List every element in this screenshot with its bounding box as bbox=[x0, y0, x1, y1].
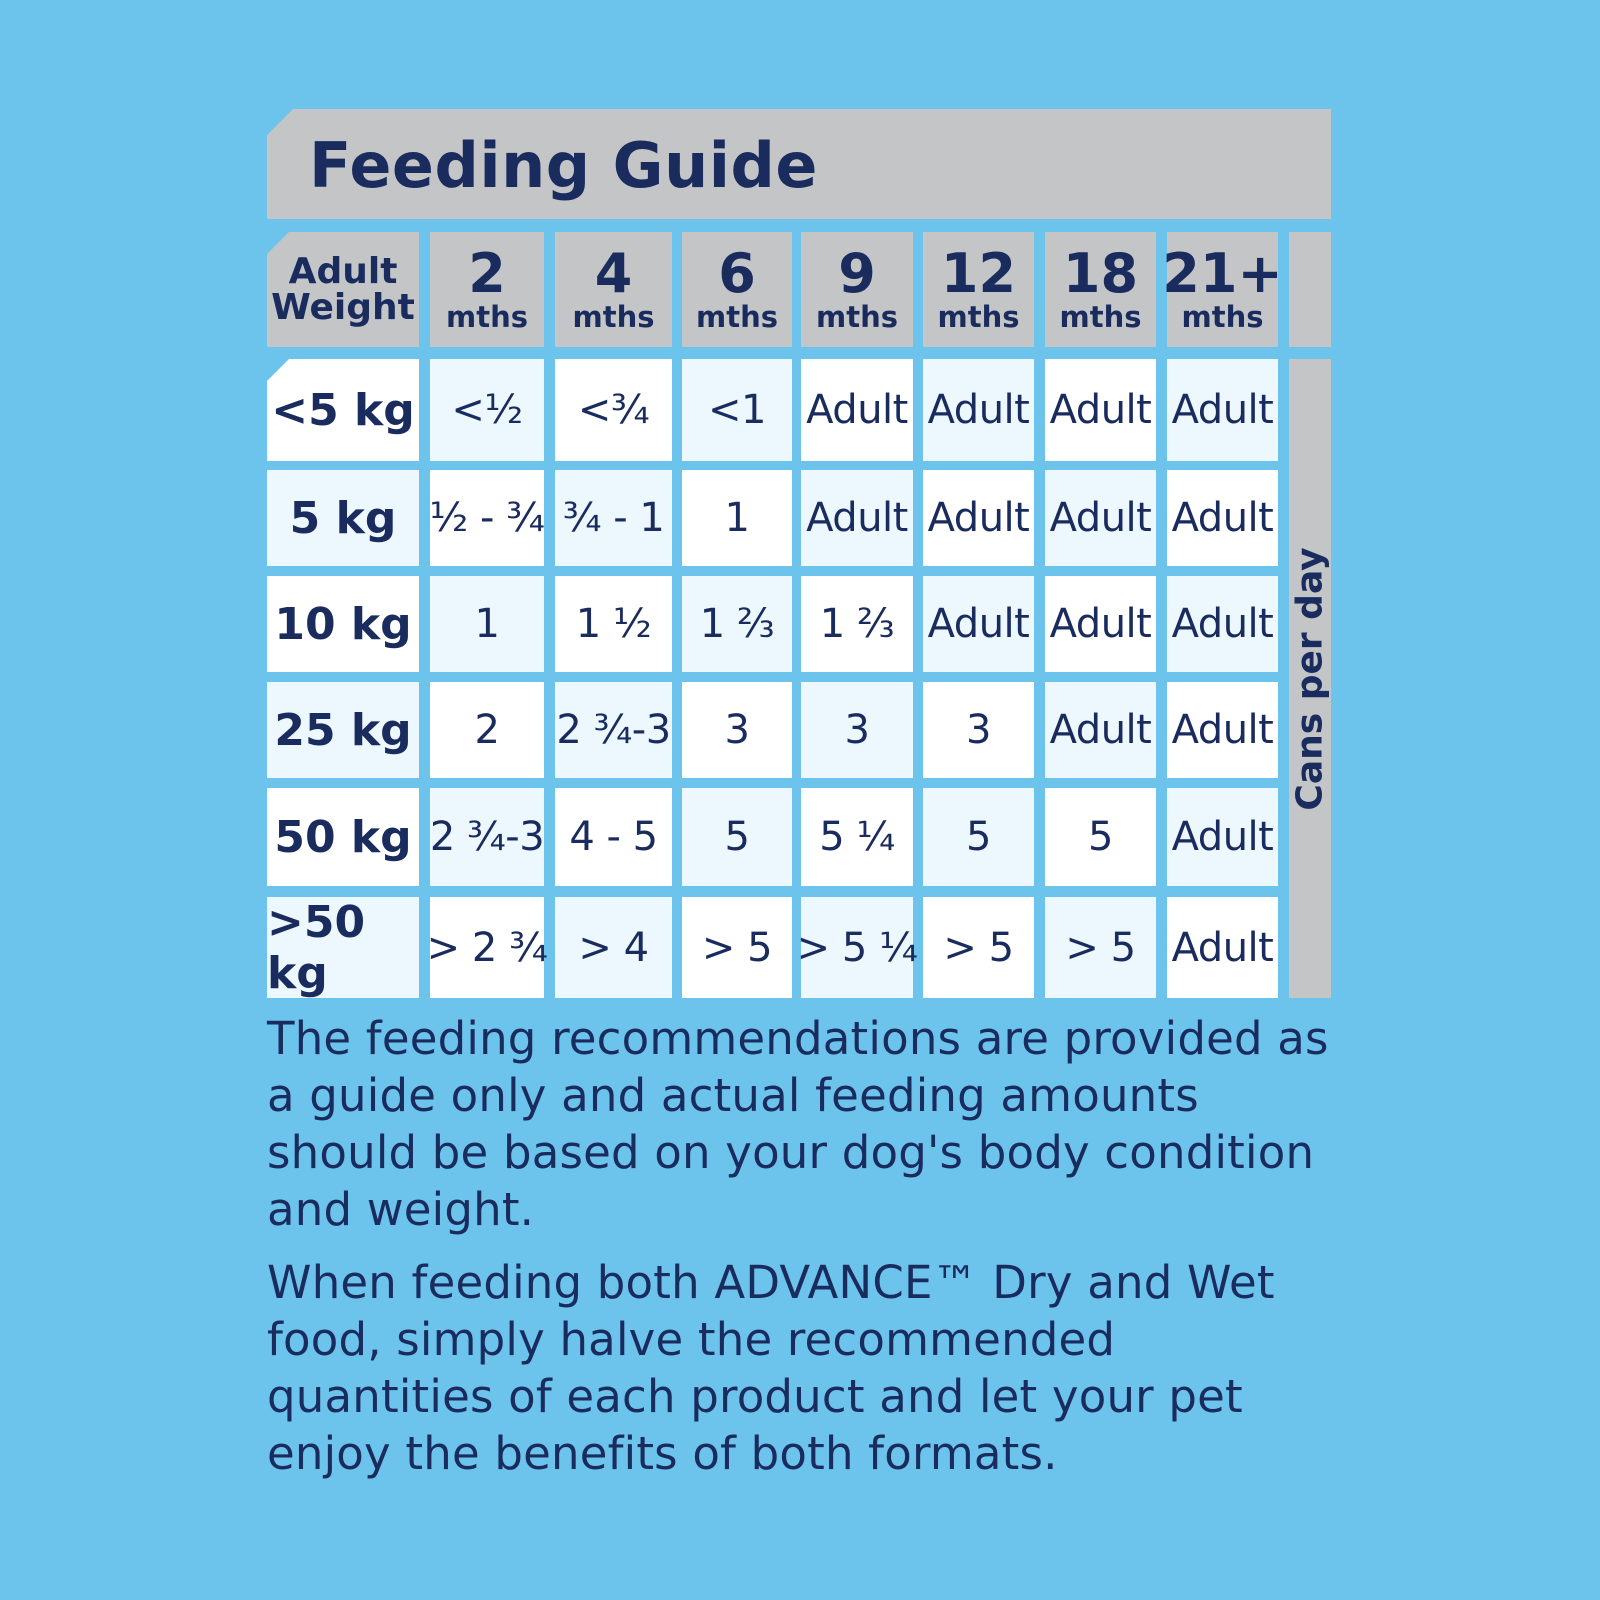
age-number: 12 bbox=[940, 241, 1017, 305]
note-paragraph: When feeding both ADVANCE™ Dry and Wet f… bbox=[267, 1256, 1275, 1480]
weight-cell: 25 kg bbox=[267, 682, 419, 778]
feeding-value-cell: 3 bbox=[923, 682, 1034, 778]
feeding-value-cell: Adult bbox=[1167, 682, 1278, 778]
feeding-value-cell: > 5 bbox=[1045, 897, 1156, 998]
age-unit: mths bbox=[937, 299, 1020, 334]
header-age-cell: 6 mths bbox=[682, 232, 792, 347]
feeding-value-cell: Adult bbox=[923, 470, 1034, 566]
feeding-value-cell: > 5 bbox=[923, 897, 1034, 998]
age-number: 6 bbox=[718, 241, 756, 305]
weight-cell: 10 kg bbox=[267, 576, 419, 672]
feeding-value-cell: Adult bbox=[1167, 359, 1278, 461]
age-number: 4 bbox=[594, 241, 633, 305]
feeding-value-cell: 1 ²⁄₃ bbox=[801, 576, 913, 672]
feeding-value-cell: Adult bbox=[801, 359, 913, 461]
cans-per-day-label: Cans per day bbox=[1289, 546, 1331, 811]
feeding-value-cell: 5 bbox=[923, 788, 1034, 886]
note-paragraph: The feeding recommendations are provided… bbox=[267, 1012, 1329, 1236]
header-age-cell: 4 mths bbox=[555, 232, 672, 347]
age-number: 18 bbox=[1062, 241, 1139, 305]
age-number: 9 bbox=[838, 241, 876, 305]
title-bar: Feeding Guide bbox=[267, 109, 1331, 219]
feeding-value-cell: 3 bbox=[682, 682, 792, 778]
feeding-value-cell: 2 ¾-3 bbox=[555, 682, 672, 778]
age-number: 2 bbox=[468, 241, 506, 305]
feeding-value-cell: Adult bbox=[1045, 470, 1156, 566]
weight-cell: 50 kg bbox=[267, 788, 419, 886]
feeding-value-cell: 2 ¾-3 bbox=[430, 788, 545, 886]
feeding-value-cell: Adult bbox=[1045, 682, 1156, 778]
feeding-value-cell: <½ bbox=[430, 359, 544, 461]
feeding-value-cell: > 5 ¼ bbox=[797, 897, 918, 998]
feeding-value-cell: 1 ²⁄₃ bbox=[682, 576, 792, 672]
feeding-value-cell: 5 ¼ bbox=[801, 788, 913, 886]
header-weight-line1: Adult bbox=[288, 250, 398, 292]
feeding-value-cell: Adult bbox=[1167, 576, 1278, 672]
feeding-value-cell: <1 bbox=[682, 359, 792, 461]
feeding-value-cell: 1 bbox=[682, 470, 792, 566]
side-column: Cans per day bbox=[1289, 359, 1331, 998]
feeding-value-cell: 2 bbox=[430, 682, 544, 778]
feeding-value-cell: ½ - ¾ bbox=[430, 470, 545, 566]
age-unit: mths bbox=[696, 299, 778, 334]
feeding-value-cell: Adult bbox=[923, 359, 1034, 461]
weight-cell: 5 kg bbox=[267, 470, 419, 566]
feeding-value-cell: Adult bbox=[1167, 470, 1278, 566]
age-unit: mths bbox=[1181, 299, 1264, 334]
header-age-cell: 21+ mths bbox=[1162, 232, 1283, 347]
notes: The feeding recommendations are provided… bbox=[267, 1010, 1347, 1498]
feeding-value-cell: Adult bbox=[1045, 576, 1156, 672]
header-age-cell: 2 mths bbox=[430, 232, 544, 347]
feeding-value-cell: > 2 ¾ bbox=[427, 897, 548, 998]
weight-cell: <5 kg bbox=[267, 359, 419, 461]
age-number: 21+ bbox=[1162, 241, 1283, 305]
side-header-blank bbox=[1289, 232, 1331, 347]
header-adult-weight: Adult Weight bbox=[267, 232, 419, 347]
header-age-cell: 18 mths bbox=[1045, 232, 1156, 347]
page-title: Feeding Guide bbox=[309, 129, 818, 202]
feeding-value-cell: Adult bbox=[1167, 788, 1278, 886]
feeding-value-cell: 1 ½ bbox=[555, 576, 672, 672]
feeding-value-cell: Adult bbox=[1167, 897, 1278, 998]
feeding-value-cell: Adult bbox=[1045, 359, 1156, 461]
feeding-value-cell: 5 bbox=[682, 788, 792, 886]
feeding-value-cell: 1 bbox=[430, 576, 544, 672]
age-unit: mths bbox=[572, 299, 655, 334]
feeding-value-cell: 4 - 5 bbox=[555, 788, 672, 886]
age-unit: mths bbox=[446, 299, 528, 334]
feeding-value-cell: ¾ - 1 bbox=[555, 470, 672, 566]
header-age-cell: 12 mths bbox=[923, 232, 1034, 347]
feeding-value-cell: 5 bbox=[1045, 788, 1156, 886]
age-unit: mths bbox=[1059, 299, 1142, 334]
feeding-value-cell: Adult bbox=[801, 470, 913, 566]
header-weight-line2: Weight bbox=[271, 286, 415, 328]
weight-cell: >50 kg bbox=[267, 897, 419, 999]
age-unit: mths bbox=[816, 299, 898, 334]
feeding-value-cell: <¾ bbox=[555, 359, 672, 461]
feeding-value-cell: > 4 bbox=[555, 897, 672, 998]
header-age-cell: 9 mths bbox=[801, 232, 913, 347]
feeding-value-cell: Adult bbox=[923, 576, 1034, 672]
feeding-value-cell: 3 bbox=[801, 682, 913, 778]
feeding-value-cell: > 5 bbox=[682, 897, 792, 998]
